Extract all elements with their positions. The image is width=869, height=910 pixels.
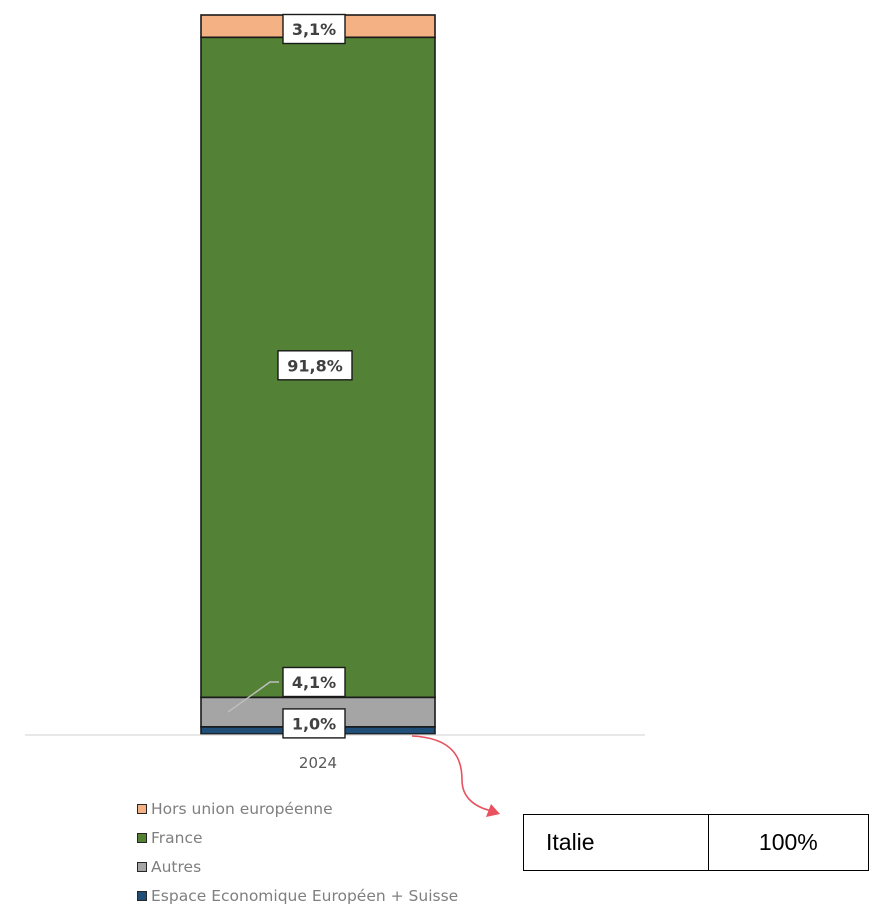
data-label-layer: 1,0% 4,1% 91,8% 3,1% bbox=[277, 13, 353, 739]
legend-item-eee-suisse: Espace Economique Européen + Suisse bbox=[137, 881, 458, 910]
legend-label-france: France bbox=[151, 828, 203, 847]
legend-label-autres: Autres bbox=[151, 857, 202, 876]
table-row: Italie 100% bbox=[523, 814, 869, 871]
data-label-text-eee-suisse: 1,0% bbox=[292, 714, 336, 733]
legend-item-france: France bbox=[137, 823, 458, 852]
legend-label-eee-suisse: Espace Economique Européen + Suisse bbox=[151, 886, 459, 905]
detail-table: Italie 100% bbox=[523, 814, 869, 871]
data-label-box-france bbox=[277, 350, 353, 381]
callout-arrowhead bbox=[486, 804, 500, 817]
leader-line-autres bbox=[227, 681, 279, 713]
data-label-box-hors-ue bbox=[282, 13, 346, 45]
data-label-text-hors-ue: 3,1% bbox=[292, 20, 336, 39]
legend-swatch-autres bbox=[137, 861, 147, 872]
legend-label-hors-ue: Hors union européenne bbox=[151, 799, 333, 818]
legend-swatch-hors-ue bbox=[137, 803, 147, 814]
legend-item-hors-ue: Hors union européenne bbox=[137, 794, 458, 823]
table-cell-country: Italie bbox=[523, 814, 709, 871]
connector-layer bbox=[227, 681, 279, 713]
legend-item-autres: Autres bbox=[137, 852, 458, 881]
legend-swatch-france bbox=[137, 832, 147, 843]
callout-arrow bbox=[411, 735, 493, 812]
table-cell-share: 100% bbox=[707, 814, 869, 871]
chart-legend: Hors union européenne France Autres Espa… bbox=[137, 794, 458, 910]
data-label-text-france: 91,8% bbox=[287, 356, 343, 375]
data-label-box-autres bbox=[282, 666, 346, 698]
data-label-hors-ue: 3,1% bbox=[282, 13, 346, 45]
data-label-text-autres: 4,1% bbox=[292, 673, 336, 692]
legend-swatch-eee-suisse bbox=[137, 890, 147, 901]
data-label-eee-suisse: 1,0% bbox=[282, 708, 346, 739]
x-tick-label: 2024 bbox=[299, 754, 337, 772]
bar-layer bbox=[200, 14, 436, 735]
data-label-autres: 4,1% bbox=[282, 666, 346, 698]
data-label-box-eee-suisse bbox=[282, 708, 346, 739]
data-label-france: 91,8% bbox=[277, 350, 353, 381]
